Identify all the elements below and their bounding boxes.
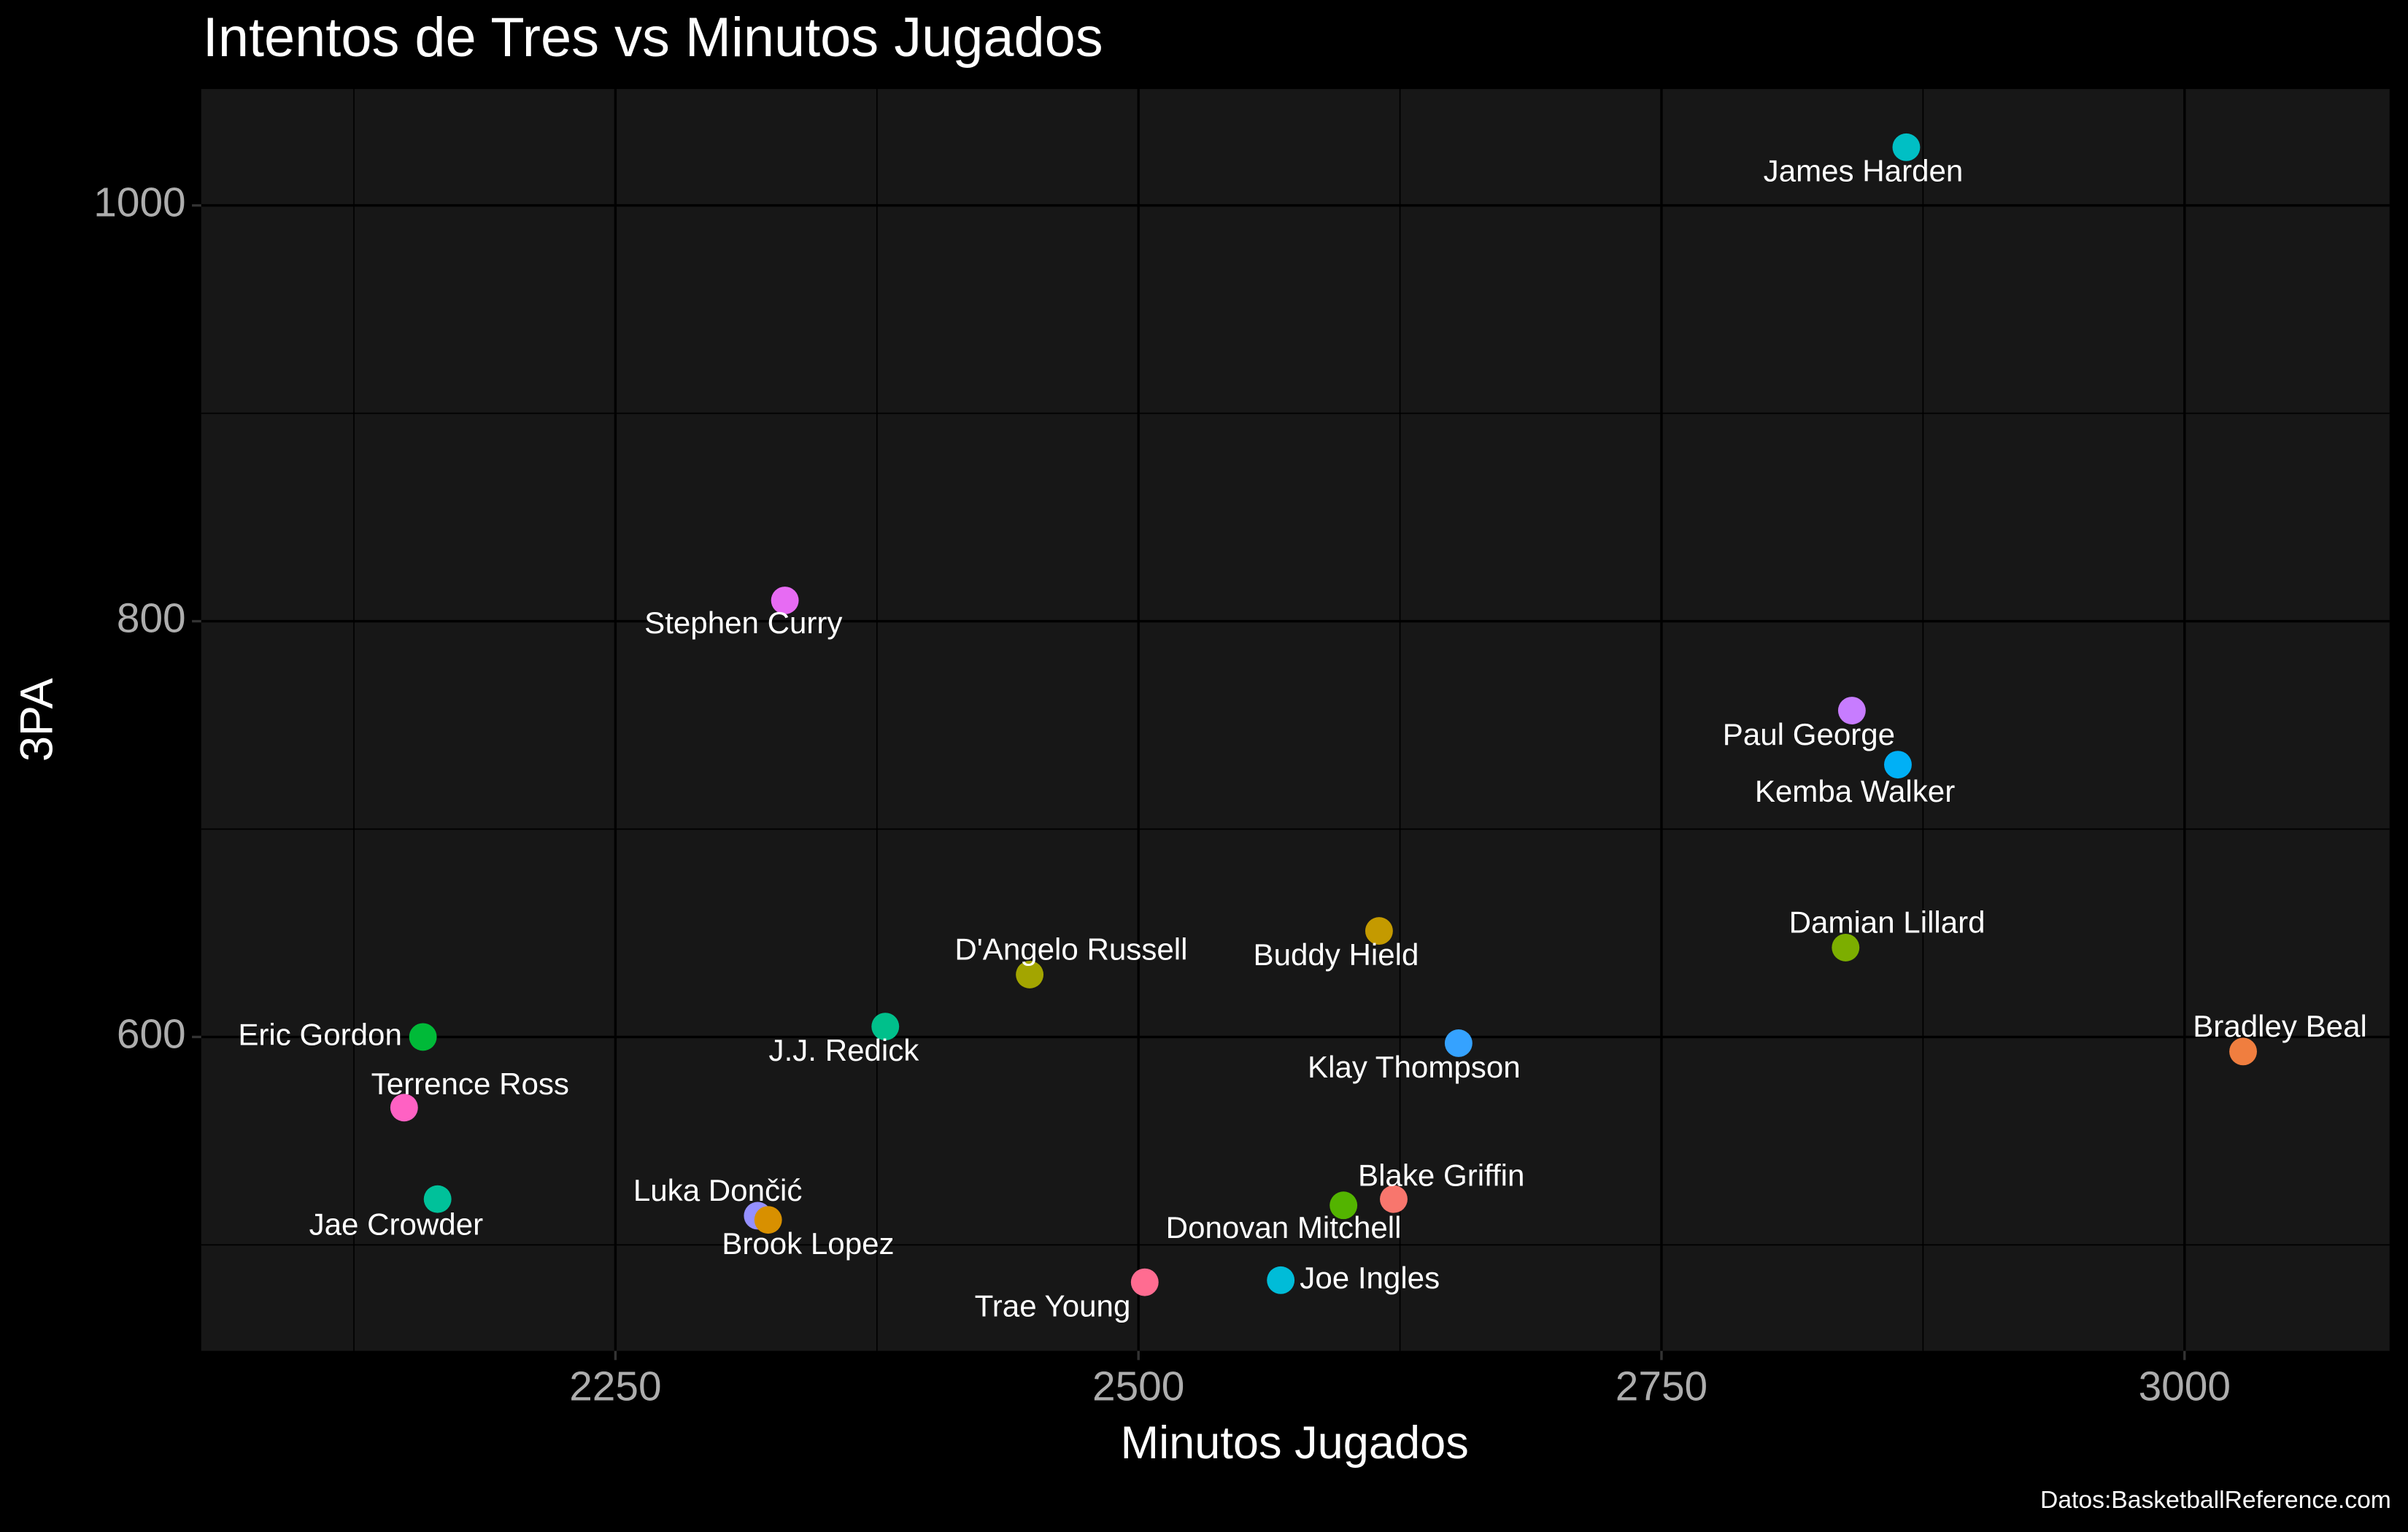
point — [771, 587, 799, 614]
point-label: Brook Lopez — [722, 1226, 894, 1261]
point — [409, 1023, 437, 1051]
point — [1380, 1185, 1408, 1213]
point-label: Joe Ingles — [1300, 1261, 1440, 1295]
point-label: Blake Griffin — [1358, 1158, 1524, 1192]
x-axis-label: Minutos Jugados — [1121, 1417, 1469, 1469]
point — [1330, 1191, 1358, 1220]
panel — [201, 89, 2390, 1351]
point — [2229, 1037, 2257, 1066]
x-tick-label: 3000 — [2139, 1363, 2231, 1409]
point — [1267, 1266, 1295, 1294]
point-label: J.J. Redick — [769, 1033, 920, 1067]
point-label: James Harden — [1764, 154, 1964, 188]
point — [754, 1206, 782, 1234]
point — [1365, 917, 1393, 945]
point-label: Luka Dončić — [633, 1173, 803, 1207]
point-label: Terrence Ross — [371, 1067, 569, 1101]
point-label: Bradley Beal — [2193, 1009, 2367, 1043]
point-label: Trae Young — [975, 1289, 1131, 1323]
y-tick-label: 1000 — [93, 180, 185, 226]
point-label: Paul George — [1723, 717, 1895, 751]
point — [1884, 751, 1912, 779]
marks: James Harden Stephen Curry Paul George Kemb… — [238, 133, 2367, 1323]
y-tick-label: 600 — [117, 1011, 186, 1057]
point — [1832, 933, 1860, 962]
chart-title: Intentos de Tres vs Minutos Jugados — [203, 7, 1103, 69]
y-axis-label: 3PA — [11, 678, 62, 762]
point-label: D'Angelo Russell — [954, 932, 1187, 966]
point — [1837, 697, 1866, 724]
grid — [201, 89, 2390, 1351]
point-label: Jae Crowder — [309, 1207, 484, 1242]
y-tick-label: 800 — [117, 596, 186, 642]
point — [1892, 133, 1921, 161]
point — [1016, 961, 1044, 989]
point-label: Eric Gordon — [238, 1018, 402, 1052]
point — [1130, 1268, 1159, 1296]
point — [423, 1185, 452, 1213]
caption: Datos:BasketballReference.com — [2040, 1487, 2391, 1514]
point — [1444, 1029, 1473, 1057]
x-tick-label: 2500 — [1092, 1363, 1184, 1409]
point-label: Buddy Hield — [1254, 937, 1419, 972]
point-label: Stephen Curry — [644, 606, 842, 640]
point — [390, 1094, 418, 1122]
point-label: Kemba Walker — [1755, 774, 1955, 808]
point — [871, 1013, 900, 1041]
x-tick-label: 2750 — [1616, 1363, 1707, 1409]
x-tick-label: 2250 — [569, 1363, 661, 1409]
point-label: Klay Thompson — [1308, 1050, 1521, 1084]
point-label: Donovan Mitchell — [1166, 1210, 1402, 1245]
point-label: Damian Lillard — [1789, 905, 1986, 939]
